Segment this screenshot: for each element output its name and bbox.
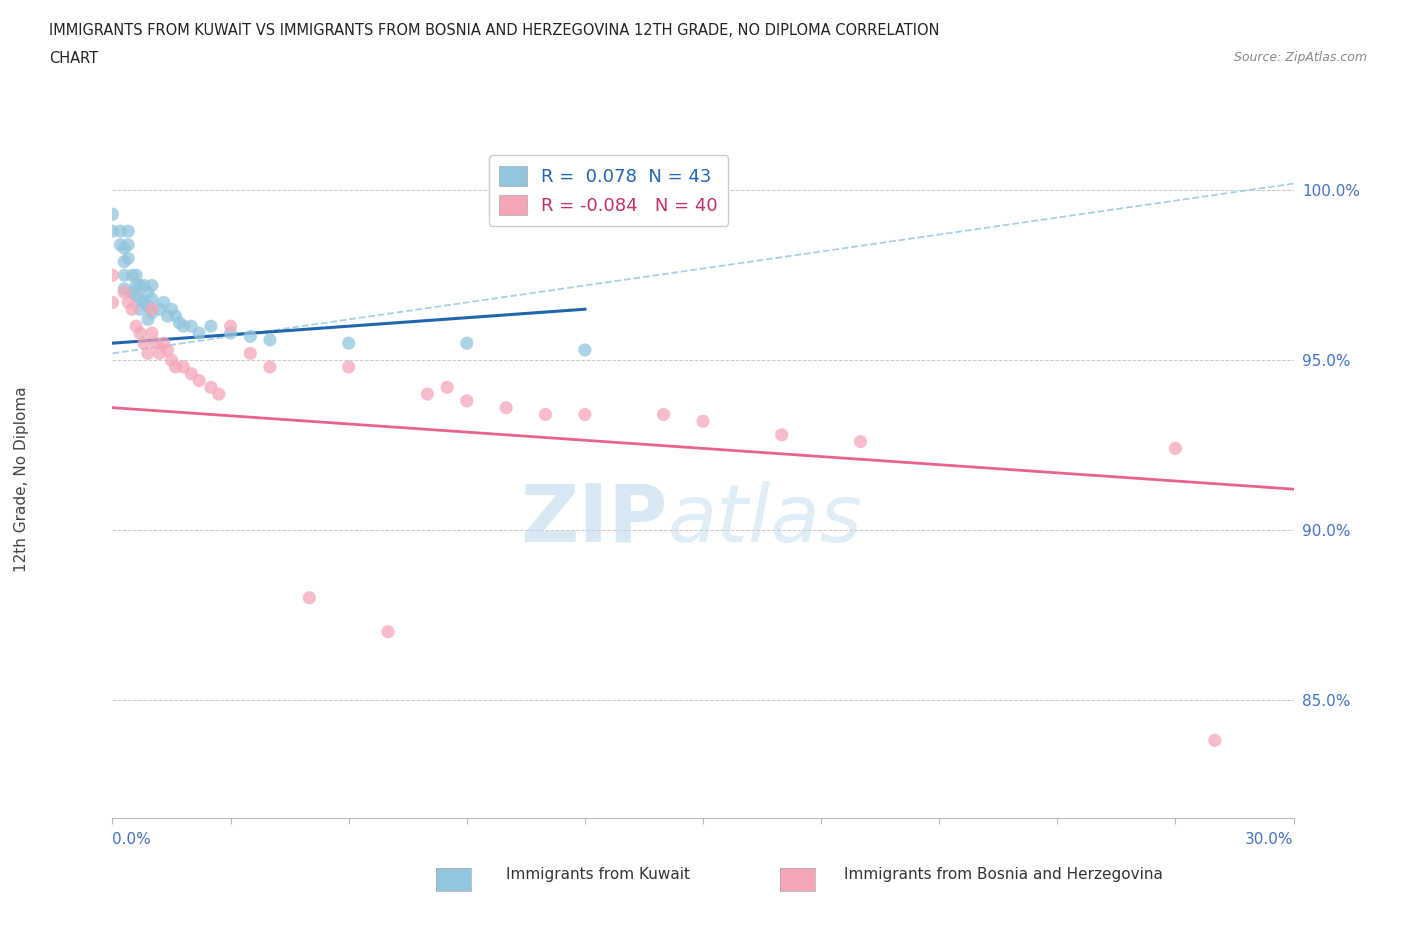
Point bbox=[574, 407, 596, 422]
Point bbox=[188, 373, 211, 388]
Point bbox=[149, 346, 172, 361]
Point bbox=[208, 387, 231, 402]
Point bbox=[188, 326, 211, 340]
Point bbox=[416, 387, 439, 402]
Point bbox=[180, 366, 202, 381]
Point bbox=[141, 301, 163, 316]
Point bbox=[200, 319, 222, 334]
Point bbox=[337, 336, 360, 351]
Point bbox=[121, 301, 143, 316]
Point bbox=[169, 315, 191, 330]
Point bbox=[298, 591, 321, 605]
Point bbox=[117, 237, 139, 252]
Text: Source: ZipAtlas.com: Source: ZipAtlas.com bbox=[1233, 51, 1367, 64]
Text: 30.0%: 30.0% bbox=[1246, 831, 1294, 846]
Point bbox=[200, 379, 222, 394]
Point bbox=[141, 305, 163, 320]
Point bbox=[129, 292, 152, 307]
Point bbox=[101, 268, 124, 283]
Point bbox=[136, 285, 159, 299]
Point bbox=[112, 282, 135, 297]
Point bbox=[259, 332, 281, 347]
Legend: R =  0.078  N = 43, R = -0.084   N = 40: R = 0.078 N = 43, R = -0.084 N = 40 bbox=[489, 155, 728, 226]
Text: IMMIGRANTS FROM KUWAIT VS IMMIGRANTS FROM BOSNIA AND HERZEGOVINA 12TH GRADE, NO : IMMIGRANTS FROM KUWAIT VS IMMIGRANTS FRO… bbox=[49, 23, 939, 38]
Point bbox=[436, 379, 458, 394]
Point bbox=[160, 301, 183, 316]
Point bbox=[136, 312, 159, 326]
Point bbox=[495, 400, 517, 415]
Point bbox=[165, 309, 187, 324]
Point bbox=[132, 278, 155, 293]
Text: 0.0%: 0.0% bbox=[112, 831, 152, 846]
Point bbox=[456, 336, 478, 351]
Point bbox=[132, 295, 155, 310]
Point bbox=[136, 299, 159, 313]
Point bbox=[101, 224, 124, 239]
Point bbox=[219, 326, 242, 340]
Point bbox=[149, 301, 172, 316]
Point bbox=[141, 326, 163, 340]
Point bbox=[160, 352, 183, 367]
Point bbox=[692, 414, 714, 429]
Point bbox=[337, 360, 360, 375]
Point bbox=[125, 278, 148, 293]
Text: Immigrants from Kuwait: Immigrants from Kuwait bbox=[506, 867, 690, 882]
Point bbox=[101, 295, 124, 310]
Point bbox=[145, 336, 167, 351]
Point bbox=[136, 346, 159, 361]
Point bbox=[112, 254, 135, 269]
Point bbox=[1204, 733, 1226, 748]
Point bbox=[849, 434, 872, 449]
Text: ZIP: ZIP bbox=[520, 481, 668, 559]
Point bbox=[112, 241, 135, 256]
Point bbox=[172, 319, 194, 334]
Point bbox=[172, 360, 194, 375]
Text: 12th Grade, No Diploma: 12th Grade, No Diploma bbox=[14, 386, 28, 572]
Point bbox=[129, 301, 152, 316]
Point bbox=[117, 295, 139, 310]
Point bbox=[574, 342, 596, 357]
Point bbox=[129, 278, 152, 293]
Point bbox=[652, 407, 675, 422]
Point bbox=[219, 319, 242, 334]
Point bbox=[456, 393, 478, 408]
Point bbox=[125, 319, 148, 334]
Text: CHART: CHART bbox=[49, 51, 98, 66]
Point bbox=[534, 407, 557, 422]
Point bbox=[259, 360, 281, 375]
Point bbox=[156, 309, 179, 324]
Point bbox=[156, 342, 179, 357]
Point bbox=[121, 285, 143, 299]
Point bbox=[132, 336, 155, 351]
Point bbox=[110, 224, 132, 239]
Point bbox=[770, 428, 793, 443]
Point bbox=[101, 206, 124, 221]
Point bbox=[141, 278, 163, 293]
Point bbox=[117, 224, 139, 239]
Point bbox=[125, 288, 148, 303]
Point bbox=[239, 346, 262, 361]
Point bbox=[129, 326, 152, 340]
Point bbox=[165, 360, 187, 375]
Point bbox=[110, 237, 132, 252]
Text: Immigrants from Bosnia and Herzegovina: Immigrants from Bosnia and Herzegovina bbox=[844, 867, 1163, 882]
Point bbox=[141, 292, 163, 307]
Point bbox=[239, 329, 262, 344]
Point bbox=[121, 268, 143, 283]
Point bbox=[152, 295, 174, 310]
Point bbox=[180, 319, 202, 334]
Point bbox=[377, 624, 399, 639]
Point bbox=[112, 285, 135, 299]
Point bbox=[112, 268, 135, 283]
Text: atlas: atlas bbox=[668, 481, 862, 559]
Point bbox=[1164, 441, 1187, 456]
Point bbox=[152, 336, 174, 351]
Point bbox=[117, 251, 139, 266]
Point bbox=[125, 268, 148, 283]
